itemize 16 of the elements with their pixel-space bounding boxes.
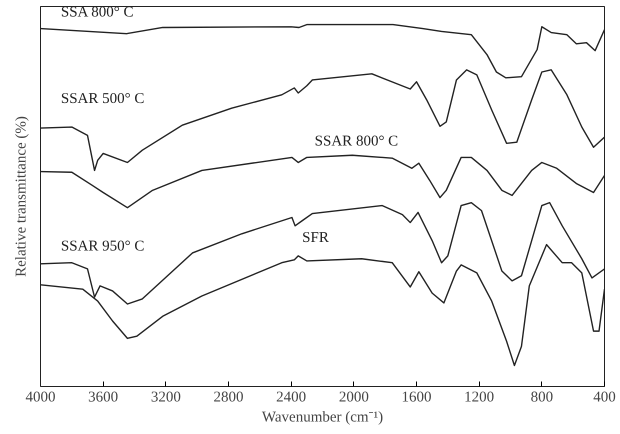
series-label: SSAR 950° C (60, 238, 144, 255)
x-tick-label: 3600 (88, 390, 118, 406)
x-tick-label: 1600 (402, 390, 432, 406)
x-axis-title: Wavenumber (cm⁻¹) (262, 410, 384, 426)
x-tick-label: 4000 (26, 390, 56, 406)
x-tick-label: 2000 (338, 390, 369, 406)
x-tick-label: 800 (530, 390, 554, 406)
x-tick-label: 400 (593, 390, 616, 406)
y-axis-title: Relative transmittance (%) (14, 116, 30, 277)
series-label: SSAR 500° C (60, 91, 144, 108)
series-label: SSAR 800° C (314, 133, 398, 150)
series-label: SFR (302, 230, 329, 246)
x-tick-label: 2800 (214, 390, 244, 406)
x-tick-label: 3200 (150, 390, 181, 406)
x-tick-label: 2400 (276, 390, 306, 406)
x-tick-label: 1200 (464, 390, 494, 406)
